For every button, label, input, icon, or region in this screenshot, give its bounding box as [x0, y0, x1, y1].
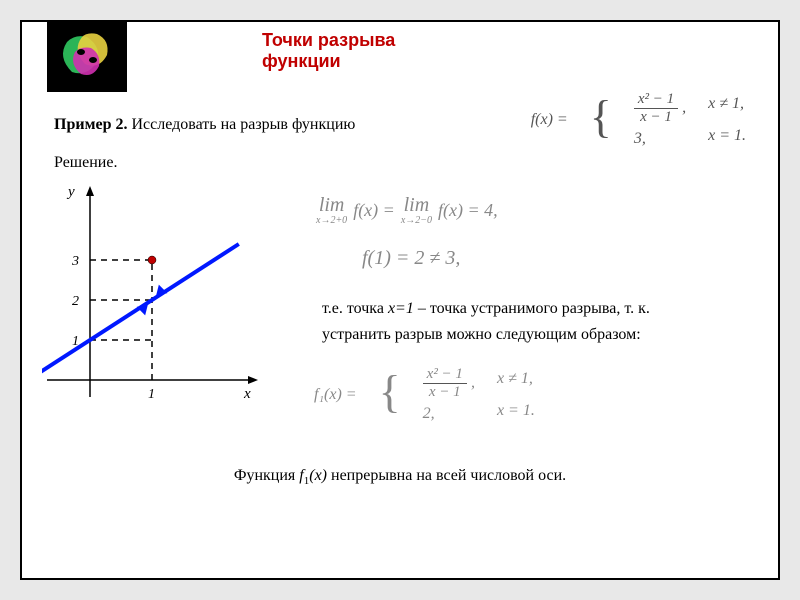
fraction-2: x² − 1 x − 1	[423, 366, 467, 401]
svg-text:2: 2	[72, 294, 79, 309]
piece1-row1-cond: x ≠ 1,	[708, 95, 746, 113]
example-line: Пример 2. Исследовать на разрыв функцию	[54, 116, 355, 134]
piece2-row2-expr: 2,	[423, 405, 475, 423]
piece2-row1-cond: x ≠ 1,	[497, 370, 535, 388]
denominator-2: x − 1	[423, 384, 467, 401]
f1-lhs: f₁(x) =	[314, 386, 357, 403]
modified-function-definition: f₁(x) = { x² − 1 x − 1 , 2, x ≠ 1, x = 1…	[302, 362, 547, 427]
thumbnail-svg	[47, 22, 127, 92]
bottom-pre: Функция	[234, 467, 299, 484]
removable-pre: т.е. точка	[322, 300, 388, 317]
svg-text:1: 1	[148, 387, 155, 402]
svg-text:x: x	[243, 386, 251, 402]
f-of-1-value: f(1) = 2 ≠ 3,	[362, 247, 460, 270]
lim-1-sub: x→2+0	[316, 215, 347, 226]
numerator-1: x² − 1	[634, 91, 678, 109]
lim-rhs: f(x) = 4,	[438, 200, 498, 220]
piecewise-table-2: f₁(x) = { x² − 1 x − 1 , 2, x ≠ 1, x = 1…	[302, 362, 547, 427]
bottom-arg: (x)	[309, 467, 327, 484]
graph-svg: 1231yx	[42, 182, 262, 402]
lim-mid: f(x) =	[353, 200, 395, 220]
denominator-1: x − 1	[634, 109, 678, 126]
bottom-post: непрерывна на всей числовой оси.	[327, 467, 566, 484]
original-function-definition: f(x) = { x² − 1 x − 1 , 3, x ≠ 1, x = 1.	[519, 87, 758, 152]
example-number: Пример 2.	[54, 116, 127, 133]
removable-rest: – точка устранимого разрыва, т. к.	[414, 300, 650, 317]
removable-discontinuity-text: т.е. точка x=1 – точка устранимого разры…	[322, 300, 650, 318]
title-line-2: функции	[262, 51, 341, 71]
title-line-1: Точки разрыва	[262, 30, 395, 50]
brace-icon: {	[379, 371, 401, 412]
solution-heading: Решение.	[54, 154, 117, 172]
svg-text:y: y	[66, 184, 75, 200]
svg-text:3: 3	[71, 254, 79, 269]
piece1-row2-expr: 3,	[634, 130, 686, 148]
decorative-thumbnail	[47, 22, 127, 92]
piece2-row2-cond: x = 1.	[497, 402, 535, 420]
numerator-2: x² − 1	[423, 366, 467, 384]
lim-2-sub: x→2−0	[401, 215, 432, 226]
slide-title: Точки разрыва функции	[262, 30, 395, 71]
lim-1: lim	[319, 194, 345, 216]
example-text: Исследовать на разрыв функцию	[127, 116, 355, 133]
brace-icon: {	[590, 96, 612, 137]
piece1-row2-cond: x = 1.	[708, 127, 746, 145]
f-lhs: f(x) =	[531, 111, 568, 128]
slide: Точки разрыва функции Пример 2. Исследов…	[20, 20, 780, 580]
eliminate-text: устранить разрыв можно следующим образом…	[322, 326, 641, 344]
function-graph: 1231yx	[42, 182, 262, 402]
piecewise-table-1: f(x) = { x² − 1 x − 1 , 3, x ≠ 1, x = 1.	[519, 87, 758, 152]
limit-equation: limx→2+0 f(x) = limx→2−0 f(x) = 4,	[312, 192, 502, 228]
lim-2: lim	[404, 194, 430, 216]
fraction-1: x² − 1 x − 1	[634, 91, 678, 126]
continuity-statement: Функция f1(x) непрерывна на всей числово…	[22, 467, 778, 487]
removable-point: x=1	[388, 300, 414, 317]
